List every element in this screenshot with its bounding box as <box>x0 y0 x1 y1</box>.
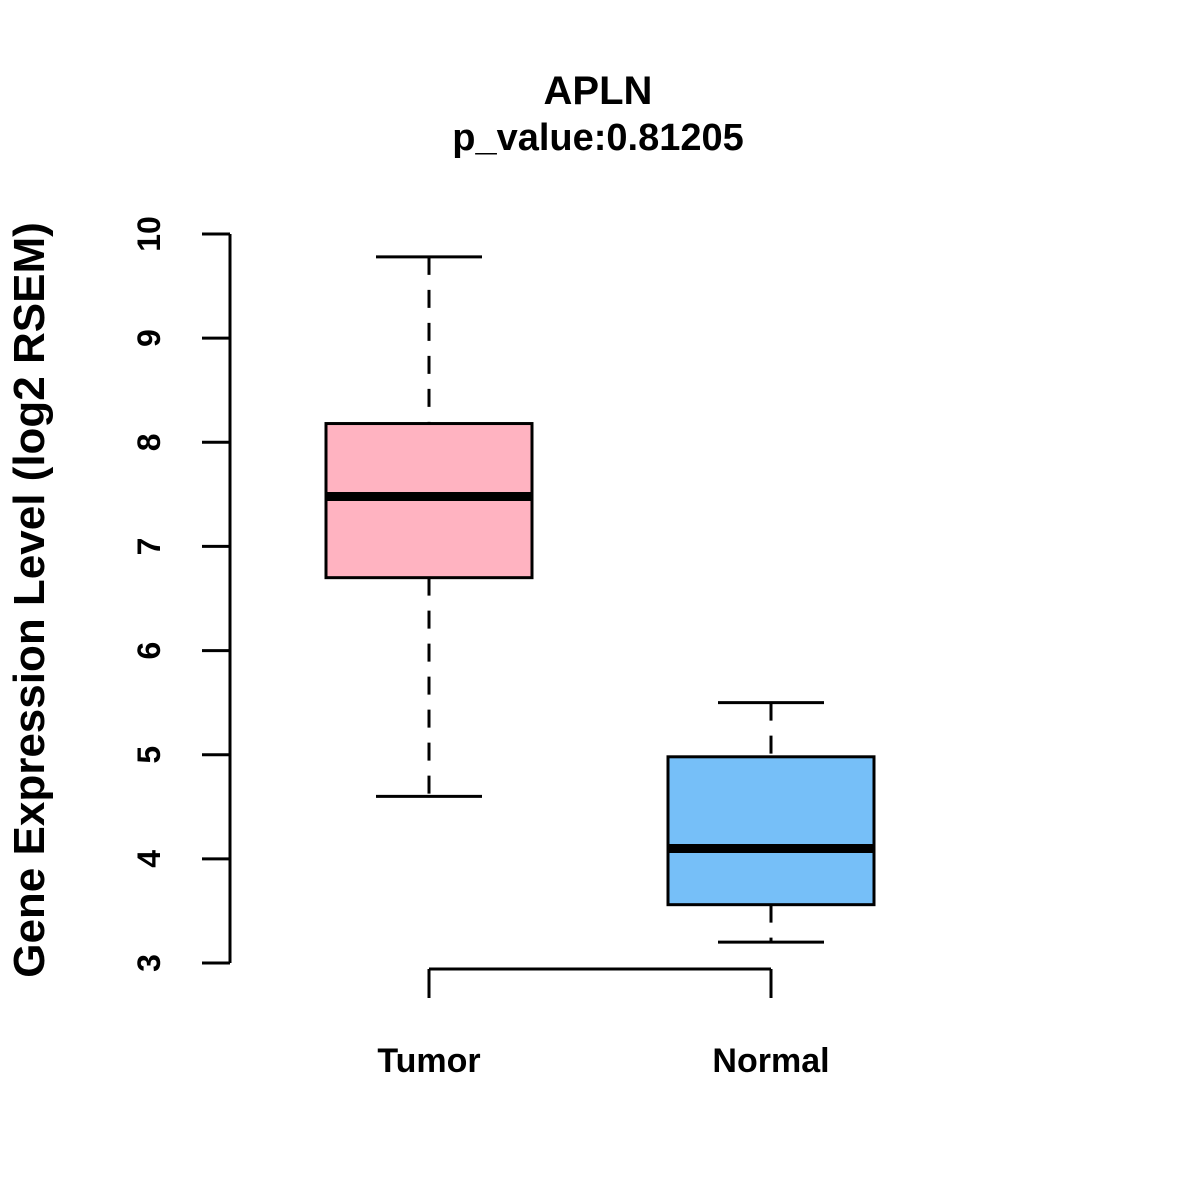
y-tick-label: 8 <box>131 433 167 451</box>
y-tick-label: 6 <box>131 642 167 660</box>
y-tick-label: 4 <box>131 850 167 868</box>
iqr-box <box>666 755 876 907</box>
boxplot-boxes <box>324 255 876 944</box>
y-tick-label: 10 <box>131 216 167 252</box>
y-tick-label: 9 <box>131 329 167 347</box>
y-tick-label: 3 <box>131 954 167 972</box>
box-tumor <box>324 255 534 798</box>
x-axis: Tumor Normal <box>377 967 830 1080</box>
y-axis: 3 4 5 6 7 8 9 10 <box>131 216 232 972</box>
category-label: Tumor <box>377 1042 480 1080</box>
box-normal <box>666 701 876 944</box>
chart-subtitle: p_value:0.81205 <box>452 117 744 159</box>
category-label: Normal <box>712 1042 829 1080</box>
chart-title: APLN <box>544 69 653 113</box>
y-tick-label: 5 <box>131 746 167 764</box>
y-axis-label: Gene Expression Level (log2 RSEM) <box>5 222 54 978</box>
y-tick-label: 7 <box>131 538 167 556</box>
